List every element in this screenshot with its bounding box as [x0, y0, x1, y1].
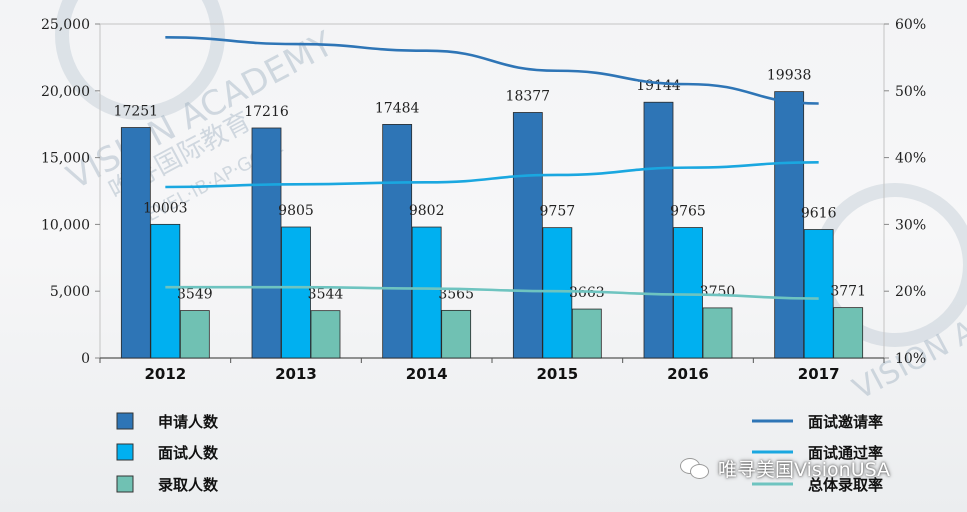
bar-value-label: 3771 — [830, 284, 866, 300]
bar-value-label: 3565 — [438, 286, 474, 302]
bar-value-label: 17484 — [375, 100, 420, 116]
bar-applicants — [251, 127, 282, 359]
bar-interviewed — [150, 223, 181, 359]
bar-interviewed — [411, 226, 442, 359]
bar-value-label: 9757 — [540, 204, 576, 220]
right-axis-tick-label: 50% — [895, 84, 926, 100]
legend-label-applicants: 申请人数 — [158, 413, 219, 431]
bar-value-label: 19938 — [767, 68, 812, 84]
left-axis-tick-label: 0 — [81, 351, 90, 367]
bar-applicants — [774, 91, 805, 359]
bar-admitted — [310, 310, 341, 359]
wechat-icon — [680, 456, 710, 480]
legend-swatch-interviewed — [116, 443, 134, 461]
bar-series — [99, 91, 885, 363]
bar-applicants — [643, 101, 674, 359]
right-axis: 10% 20% 30% 40% 50% 60% — [884, 17, 926, 367]
bar-interviewed — [803, 229, 834, 359]
legend-label-overall-admit-rate: 总体录取率 — [808, 476, 883, 494]
category-label: 2014 — [406, 365, 448, 383]
right-axis-tick-label: 10% — [895, 351, 926, 367]
watermark-logo-circle-left — [55, 0, 225, 120]
bar-applicants — [120, 127, 151, 359]
bar-admitted — [702, 307, 733, 359]
category-axis-labels: 2012 2013 2014 2015 2016 2017 — [144, 365, 839, 383]
bar-value-label: 9765 — [670, 204, 706, 220]
bar-admitted — [833, 307, 864, 359]
legend-label-interview-pass-rate: 面试通过率 — [808, 444, 883, 462]
bar-interviewed — [542, 227, 573, 359]
legend-label-interviewed: 面试人数 — [158, 444, 219, 462]
left-axis-tick-label: 20,000 — [41, 84, 90, 100]
bar-value-label: 9805 — [278, 203, 314, 219]
line-invite_rate — [165, 36, 819, 105]
category-label: 2012 — [144, 365, 186, 383]
bar-value-label: 18377 — [506, 88, 551, 104]
legend-swatch-applicants — [116, 412, 134, 430]
left-axis: 0 5,000 10,000 15,000 20,000 25,000 — [41, 17, 100, 367]
right-axis-tick-label: 30% — [895, 217, 926, 233]
category-label: 2016 — [667, 365, 709, 383]
left-axis-tick-label: 25,000 — [41, 17, 90, 33]
bar-value-label: 3544 — [308, 287, 344, 303]
right-axis-tick-label: 20% — [895, 284, 926, 300]
bar-value-label: 9616 — [801, 206, 837, 222]
bar-value-label: 10003 — [143, 200, 188, 216]
bar-value-label: 17251 — [114, 104, 159, 120]
bar-admitted — [179, 310, 210, 359]
left-axis-tick-label: 5,000 — [50, 284, 90, 300]
bar-value-label: 3750 — [700, 284, 736, 300]
left-axis-tick-label: 10,000 — [41, 217, 90, 233]
line-series — [165, 36, 819, 300]
bar-value-label: 17216 — [244, 104, 289, 120]
category-label: 2013 — [275, 365, 317, 383]
wechat-account-name: 唯寻美国VisionUSA — [718, 458, 891, 481]
category-label: 2017 — [798, 365, 840, 383]
category-label: 2015 — [536, 365, 578, 383]
wechat-account-note: 唯寻美国VisionUSA — [680, 455, 890, 481]
line-overall_admit_rate — [165, 285, 819, 300]
bar-admitted — [571, 308, 602, 359]
bar-applicants — [382, 124, 413, 359]
bar-interviewed — [673, 227, 703, 359]
legend: 申请人数 面试人数 录取人数 面试邀请率 面试通过率 总体录取率 — [116, 412, 883, 494]
right-axis-tick-label: 60% — [895, 17, 926, 33]
bar-applicants — [512, 112, 543, 359]
right-axis-tick-label: 40% — [895, 151, 926, 167]
legend-label-admitted: 录取人数 — [158, 476, 219, 494]
legend-label-invite-rate: 面试邀请率 — [808, 413, 883, 431]
bar-value-label: 3549 — [177, 287, 213, 303]
bar-interviewed — [281, 226, 311, 359]
bar-value-label: 9802 — [409, 203, 445, 219]
bar-admitted — [441, 309, 472, 359]
bar-value-label: 3663 — [569, 285, 605, 301]
left-axis-tick-label: 15,000 — [41, 151, 90, 167]
line-interview_pass_rate — [165, 160, 819, 189]
legend-swatch-admitted — [116, 475, 134, 493]
